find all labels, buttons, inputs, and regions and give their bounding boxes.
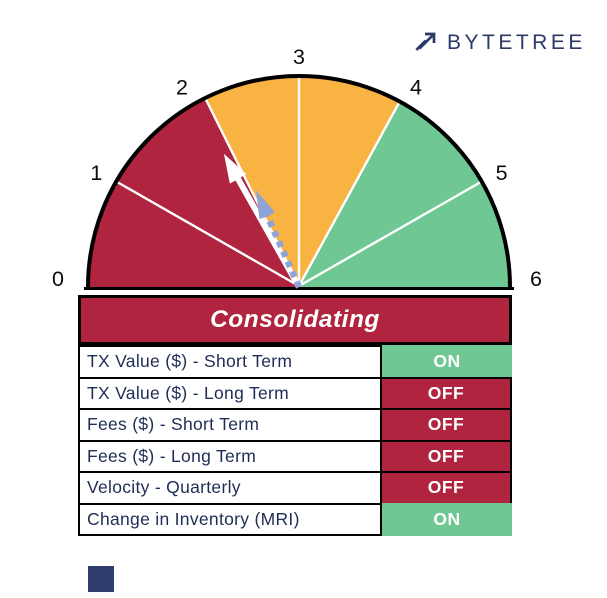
status-banner: Consolidating	[78, 295, 512, 345]
gauge-tick-label: 2	[176, 75, 188, 99]
table-row: Fees ($) - Long Term OFF	[78, 439, 512, 473]
gauge-tick-label: 4	[410, 75, 422, 99]
indicator-table: TX Value ($) - Short Term ON TX Value ($…	[78, 345, 512, 536]
indicator-status: OFF	[382, 471, 512, 505]
table-row: TX Value ($) - Long Term OFF	[78, 376, 512, 410]
gauge-tick-line	[298, 180, 482, 288]
table-row: Change in Inventory (MRI) ON	[78, 502, 512, 536]
gauge-tick-label: 3	[293, 45, 305, 69]
gauge-tick-label: 1	[90, 161, 102, 185]
table-row: TX Value ($) - Short Term ON	[78, 345, 512, 379]
gauge-segment-red	[88, 98, 299, 287]
indicator-label: TX Value ($) - Short Term	[78, 345, 382, 379]
brand-name: BYTETREE	[447, 30, 586, 54]
indicator-status: OFF	[382, 376, 512, 410]
gauge-segment-amber	[205, 76, 400, 287]
arrow-up-right-icon	[415, 32, 436, 51]
gauge-tick-label: 6	[530, 267, 542, 291]
indicator-status: ON	[382, 502, 512, 536]
indicator-label: TX Value ($) - Long Term	[78, 376, 382, 410]
table-row: Fees ($) - Short Term OFF	[78, 408, 512, 442]
trend-needle	[263, 212, 302, 289]
blue-square-mark	[88, 566, 114, 592]
current-needle-head	[223, 153, 247, 184]
gauge-tick-line	[116, 180, 300, 288]
gauge-tick-label: 5	[496, 161, 508, 185]
status-banner-label: Consolidating	[210, 306, 380, 333]
indicator-label: Fees ($) - Long Term	[78, 439, 382, 473]
bytetree-logo: BYTETREE	[412, 29, 586, 56]
indicator-status: OFF	[382, 439, 512, 473]
gauge-tick-line	[297, 101, 401, 287]
current-needle	[233, 174, 302, 289]
indicator-status: OFF	[382, 408, 512, 442]
indicator-label: Velocity - Quarterly	[78, 471, 382, 505]
indicator-label: Change in Inventory (MRI)	[78, 502, 382, 536]
table-row: Velocity - Quarterly OFF	[78, 471, 512, 505]
gauge-outer-arc	[86, 74, 512, 288]
gauge-tick-label: 0	[52, 267, 64, 291]
mri-gauge: 0 1 2 3 4 5 6	[52, 45, 542, 291]
indicator-label: Fees ($) - Short Term	[78, 408, 382, 442]
trend-needle-head	[255, 190, 276, 220]
indicator-status: ON	[382, 345, 512, 379]
